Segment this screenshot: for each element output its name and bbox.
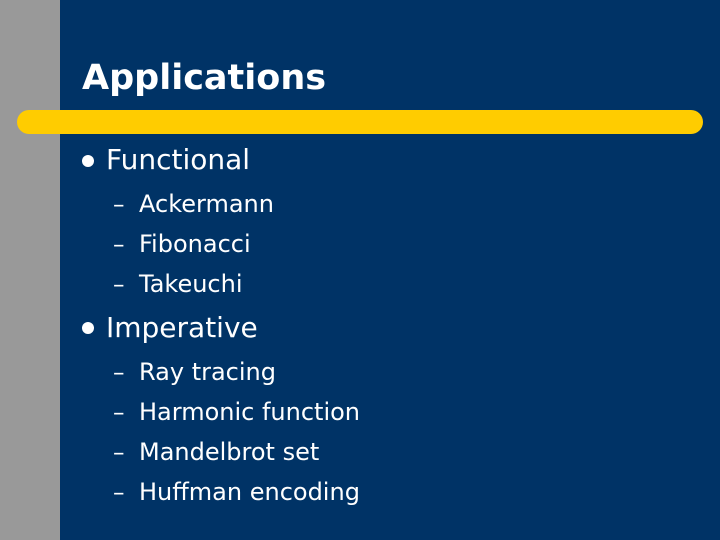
bullet-icon [82, 155, 94, 167]
bullet-icon [82, 322, 94, 334]
dash-icon: – [113, 360, 125, 386]
list-item-huffman-encoding: Huffman encoding [139, 478, 360, 506]
list-item-ackermann: Ackermann [139, 190, 274, 218]
list-item-mandelbrot-set: Mandelbrot set [139, 438, 320, 466]
left-gray-band [0, 0, 60, 540]
dash-icon: – [113, 480, 125, 506]
dash-icon: – [113, 192, 125, 218]
title-underline-bar [17, 110, 703, 134]
section-label-functional: Functional [106, 143, 251, 176]
list-item-ray-tracing: Ray tracing [139, 358, 276, 386]
section-label-imperative: Imperative [106, 311, 258, 344]
slide-title: Applications [82, 58, 327, 98]
dash-icon: – [113, 232, 125, 258]
list-item-harmonic-function: Harmonic function [139, 398, 361, 426]
dash-icon: – [113, 272, 125, 298]
dash-icon: – [113, 400, 125, 426]
list-item-takeuchi: Takeuchi [139, 270, 243, 298]
list-item-fibonacci: Fibonacci [139, 230, 251, 258]
dash-icon: – [113, 440, 125, 466]
